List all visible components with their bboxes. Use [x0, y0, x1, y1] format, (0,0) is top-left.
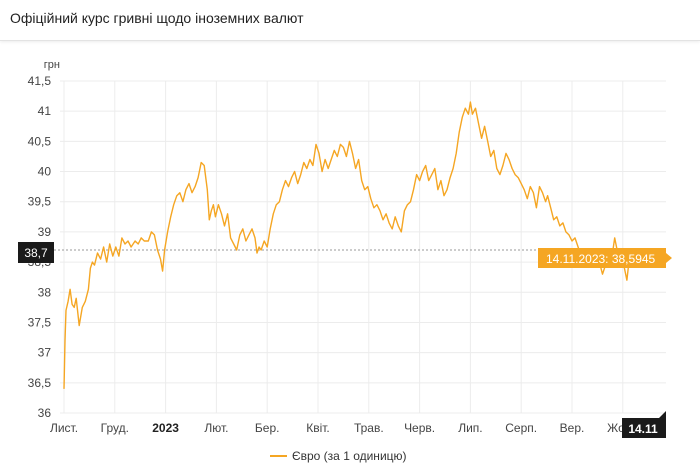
series-line-euro[interactable] [63, 101, 638, 389]
x-tick-label: Трав. [354, 421, 384, 435]
title-bar: Офіційний курс гривні щодо іноземних вал… [0, 0, 700, 41]
y-axis-unit-label: грн [44, 59, 60, 71]
x-axis-ticks: Лист. Груд. 2023 Лют. Бер. Квіт. Трав. Черв. Лип… [50, 421, 638, 435]
y-tick-label: 37,5 [28, 315, 52, 329]
x-tick-label: Черв. [404, 421, 435, 435]
y-tick-label: 39 [38, 225, 52, 239]
y-tick-label: 36,5 [28, 376, 52, 390]
y-tick-label: 37 [38, 346, 52, 360]
y-tick-label: 38 [38, 285, 52, 299]
legend-label: Євро (за 1 одиницю) [292, 449, 407, 463]
y-tick-label: 41,5 [28, 74, 52, 88]
x-tick-label: Груд. [101, 421, 129, 435]
x-tick-label: 2023 [152, 421, 179, 435]
chart-grid [60, 80, 666, 414]
crosshair-y-label: 38,7 [18, 242, 54, 263]
x-tick-label: Лист. [50, 421, 78, 435]
x-tick-label: Лип. [458, 421, 482, 435]
svg-text:14.11.2023: 38,5945: 14.11.2023: 38,5945 [546, 252, 656, 266]
page-title: Офіційний курс гривні щодо іноземних вал… [10, 10, 304, 26]
y-tick-label: 40,5 [28, 134, 52, 148]
x-tick-label: Лют. [204, 421, 228, 435]
tooltip: 14.11.2023: 38,5945 [538, 248, 672, 268]
x-tick-label: Вер. [560, 421, 585, 435]
legend[interactable]: Євро (за 1 одиницю) [270, 449, 407, 463]
x-tick-label: Квіт. [306, 421, 330, 435]
x-tick-label: Бер. [255, 421, 280, 435]
y-tick-label: 40 [38, 165, 52, 179]
y-tick-label: 39,5 [28, 195, 52, 209]
svg-text:38,7: 38,7 [24, 246, 48, 260]
y-tick-label: 36 [38, 406, 52, 420]
y-tick-label: 41 [38, 104, 52, 118]
x-tick-label: Серп. [505, 421, 537, 435]
crosshair-x-label: 14.11 [622, 411, 666, 438]
svg-text:14.11: 14.11 [628, 422, 658, 436]
